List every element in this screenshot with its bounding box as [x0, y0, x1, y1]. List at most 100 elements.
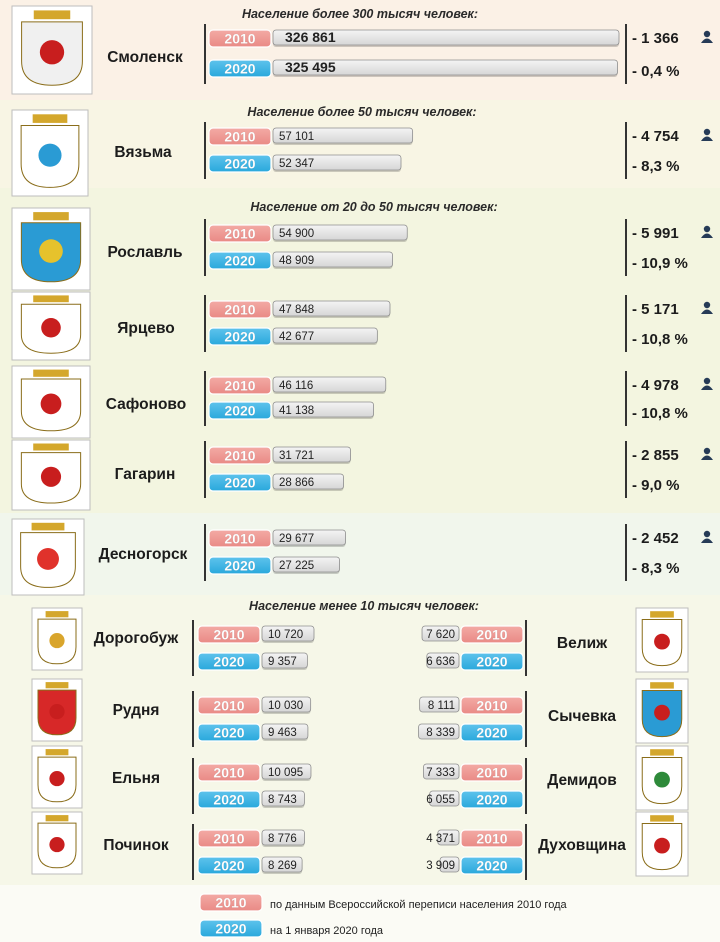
city-name-10: Ельня — [112, 770, 160, 787]
year-badge-label: 2010 — [476, 627, 507, 643]
bar-value-label: 6 055 — [426, 794, 455, 806]
bar-rect — [272, 529, 346, 546]
bar-rect — [261, 696, 312, 713]
year-badge-label: 2020 — [476, 725, 507, 741]
year-badge-bg — [197, 696, 261, 715]
bar-value-label: 52 347 — [279, 158, 314, 170]
year-badge-label: 2010 — [476, 765, 507, 781]
section-bg-4 — [0, 513, 720, 595]
bar-rect — [272, 300, 391, 317]
year-badge-bg — [208, 376, 272, 395]
coat-of-arms-15 — [635, 811, 689, 877]
bar-2020-city-13: 8 339 — [418, 723, 460, 740]
bar-value-label: 10 720 — [268, 629, 303, 641]
section-bg-5 — [0, 595, 720, 885]
year-badge-bg — [208, 154, 272, 173]
bar-value-label: 8 339 — [426, 727, 455, 739]
year-badge-2010-city-4: 2010 — [208, 300, 272, 319]
year-badge-bg — [197, 723, 261, 742]
section-bg-legend — [0, 885, 720, 942]
year-badge-bg — [460, 652, 524, 671]
bar-rect — [272, 446, 351, 463]
year-badge-label: 2020 — [224, 253, 255, 269]
year-badge-2010-city-14: 2010 — [460, 763, 524, 782]
person-icon-5 — [701, 377, 713, 390]
city-name-6: Гагарин — [115, 466, 176, 483]
bar-rect — [261, 829, 305, 846]
coat-crown — [650, 749, 674, 756]
coat-emblem — [49, 836, 65, 853]
year-badge-label: 2010 — [213, 627, 244, 643]
coat-emblem — [39, 40, 65, 65]
bar-2010-city-4: 47 848 — [272, 300, 391, 318]
year-badge-label: 2020 — [224, 156, 255, 172]
coat-of-arms-2 — [11, 109, 89, 197]
bar-2010-city-12: 7 620 — [421, 625, 460, 642]
bar-rect — [272, 251, 393, 268]
person-icon-head — [703, 377, 711, 385]
person-icon-body — [701, 538, 713, 543]
coat-crown — [32, 114, 68, 123]
year-badge-bg — [460, 829, 524, 848]
year-badge-bg — [197, 652, 261, 671]
bar-2020-city-8: 9 357 — [261, 652, 308, 670]
coat-emblem — [49, 770, 65, 787]
person-icon-body — [701, 38, 713, 43]
year-badge-label: 2020 — [213, 858, 244, 874]
year-badge-label: 2020 — [224, 558, 255, 574]
bar-value-label: 46 116 — [279, 380, 313, 392]
city-name-9: Рудня — [113, 702, 160, 719]
city-name-13: Сычевка — [548, 708, 616, 725]
bar-rect — [418, 723, 460, 740]
change-pct-5: - 10,8 % — [632, 405, 688, 422]
coat-crown — [33, 443, 69, 451]
change-pct-2: - 8,3 % — [632, 158, 680, 175]
year-badge-2010-city-8: 2010 — [197, 625, 261, 644]
bar-value-label: 41 138 — [279, 405, 314, 417]
year-badge-2020-city-11: 2020 — [197, 856, 261, 875]
year-badge-label: 2020 — [476, 858, 507, 874]
year-badge-label: 2020 — [213, 654, 244, 670]
coat-of-arms-8 — [31, 607, 83, 671]
year-badge-bg — [199, 893, 263, 912]
bar-2010-city-13: 8 111 — [419, 696, 460, 713]
year-badge-label: 2010 — [476, 831, 507, 847]
year-badge-2010-city-1: 2010 — [208, 29, 272, 48]
coat-emblem — [37, 548, 59, 570]
year-badge-bg — [460, 763, 524, 782]
coat-of-arms-11 — [31, 811, 83, 875]
person-icon-4 — [701, 301, 713, 314]
bar-2010-city-6: 31 721 — [272, 446, 351, 464]
year-badge-bg — [197, 829, 261, 848]
bar-rect — [272, 127, 414, 144]
year-badge-2010-city-5: 2010 — [208, 376, 272, 395]
bar-2020-city-12: 6 636 — [426, 652, 460, 669]
coat-crown — [33, 369, 69, 377]
city-name-7: Десногорск — [99, 546, 188, 563]
year-badge-2010-legend: 2010 — [199, 893, 263, 912]
city-name-8: Дорогобуж — [94, 630, 180, 647]
coat-of-arms-7 — [11, 518, 85, 596]
coat-emblem — [40, 466, 62, 487]
coat-of-arms-14 — [635, 745, 689, 811]
city-name-4: Ярцево — [117, 320, 175, 337]
person-icon-head — [703, 301, 711, 309]
year-badge-label: 2020 — [224, 475, 255, 491]
change-abs-4: - 5 171 — [632, 301, 679, 318]
coat-emblem — [41, 317, 61, 338]
coat-crown — [45, 749, 69, 756]
bar-2010-city-7: 29 677 — [272, 529, 346, 547]
year-badge-label: 2010 — [476, 698, 507, 714]
year-badge-2020-city-4: 2020 — [208, 327, 272, 346]
year-badge-2020-city-9: 2020 — [197, 723, 261, 742]
year-badge-bg — [208, 446, 272, 465]
change-pct-4: - 10,8 % — [632, 331, 688, 348]
coat-of-arms-1 — [11, 5, 93, 95]
city-name-5: Сафоново — [106, 396, 186, 413]
year-badge-2020-city-15: 2020 — [460, 856, 524, 875]
year-badge-bg — [460, 723, 524, 742]
year-badge-bg — [208, 29, 272, 48]
bar-2020-city-4: 42 677 — [272, 327, 378, 345]
